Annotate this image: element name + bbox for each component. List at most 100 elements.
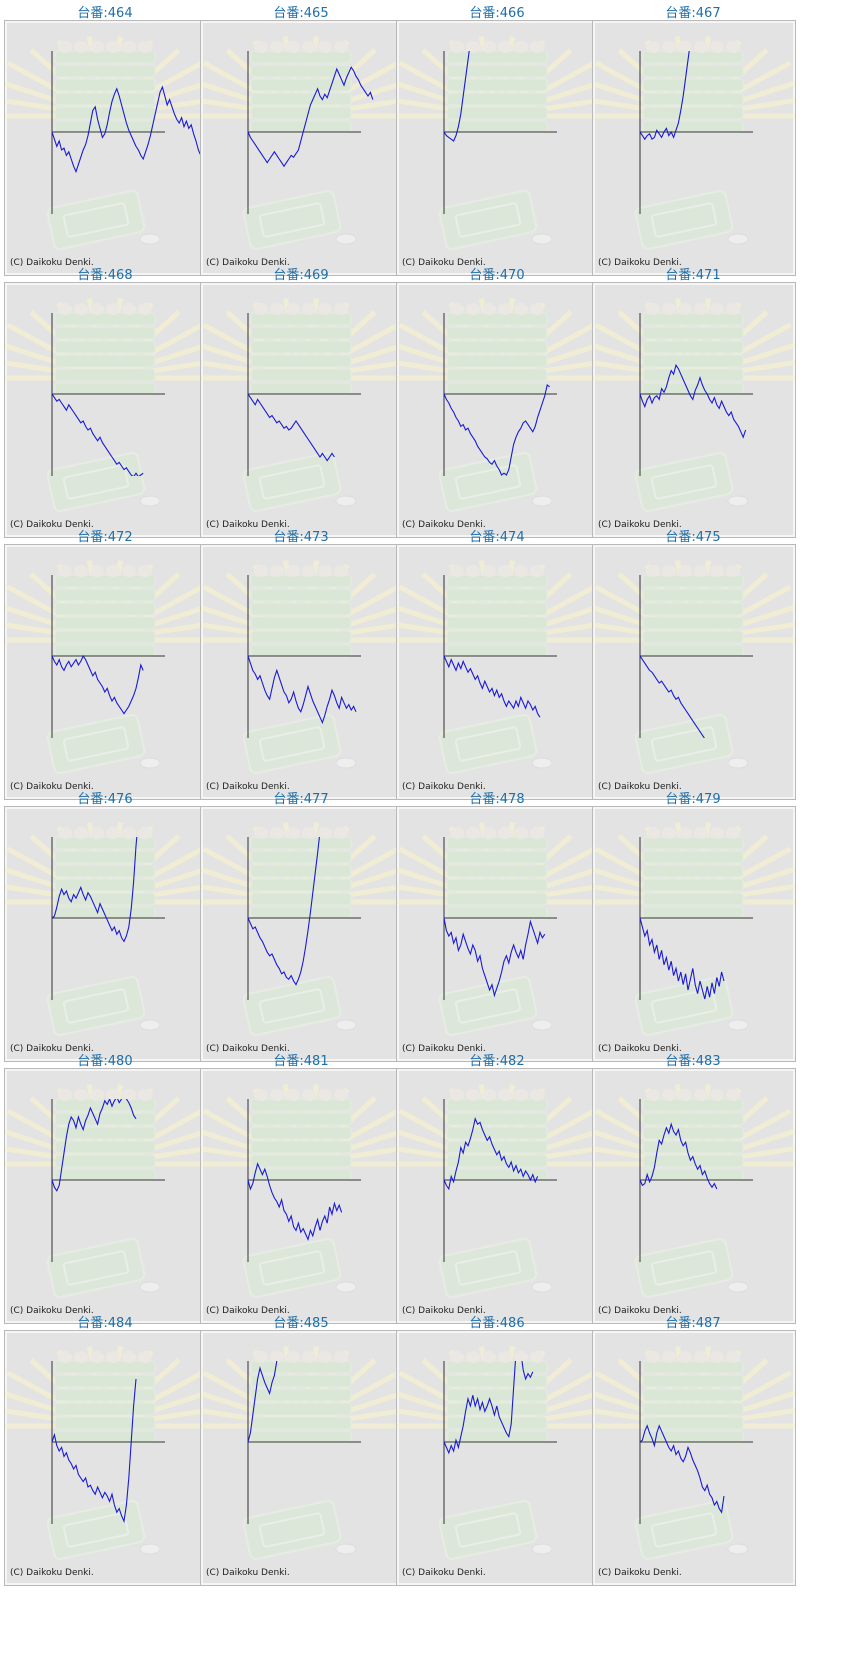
line-chart-svg	[397, 1084, 599, 1298]
machine-number-link[interactable]: 台番:484	[77, 1316, 133, 1331]
machine-number-link[interactable]: 台番:472	[77, 530, 133, 545]
machine-chart-21: 台番:485 (C) Daikoku Denki.	[196, 1310, 406, 1590]
graph-panel: (C) Daikoku Denki.	[396, 20, 600, 276]
series-line	[443, 917, 546, 998]
machine-number-link[interactable]: 台番:483	[665, 1054, 721, 1069]
graph-panel: (C) Daikoku Denki.	[4, 1330, 208, 1586]
machine-number-link[interactable]: 台番:465	[273, 6, 329, 21]
machine-chart-17: 台番:481 (C) Daikoku Denki.	[196, 1048, 406, 1328]
machine-chart-16: 台番:480 (C) Daikoku Denki.	[0, 1048, 210, 1328]
hall-background-illustration	[593, 36, 795, 250]
series-line	[247, 393, 335, 462]
machine-number-link[interactable]: 台番:485	[273, 1316, 329, 1331]
hall-background-illustration	[201, 1084, 403, 1298]
machine-number-link[interactable]: 台番:474	[469, 530, 525, 545]
machine-chart-5: 台番:469 (C) Daikoku Denki.	[196, 262, 406, 542]
series-line	[51, 1099, 137, 1192]
graph-panel: (C) Daikoku Denki.	[396, 544, 600, 800]
series-line	[639, 917, 725, 1000]
hall-background-illustration	[201, 822, 403, 1036]
graph-panel: (C) Daikoku Denki.	[200, 282, 404, 538]
machine-chart-8: 台番:472 (C) Daikoku Denki.	[0, 524, 210, 804]
machine-number-link[interactable]: 台番:477	[273, 792, 329, 807]
machine-number-link[interactable]: 台番:482	[469, 1054, 525, 1069]
machine-chart-1: 台番:465 (C) Daikoku Denki.	[196, 0, 406, 280]
hall-background-illustration	[593, 298, 795, 512]
line-chart-svg	[5, 560, 207, 774]
graph-panel: (C) Daikoku Denki.	[200, 1068, 404, 1324]
hall-background-illustration	[593, 560, 795, 774]
machine-number-link[interactable]: 台番:464	[77, 6, 133, 21]
hall-background-illustration	[593, 822, 795, 1036]
machine-number-link[interactable]: 台番:466	[469, 6, 525, 21]
machine-number-link[interactable]: 台番:467	[665, 6, 721, 21]
copyright-text: (C) Daikoku Denki.	[10, 1044, 94, 1054]
graph-panel: (C) Daikoku Denki.	[396, 806, 600, 1062]
series-line	[443, 655, 541, 718]
machine-chart-23: 台番:487 (C) Daikoku Denki.	[588, 1310, 798, 1590]
series-line	[51, 837, 138, 943]
graph-panel: (C) Daikoku Denki.	[200, 544, 404, 800]
hall-background-illustration	[201, 36, 403, 250]
copyright-text: (C) Daikoku Denki.	[598, 1044, 682, 1054]
graph-panel: (C) Daikoku Denki.	[396, 1068, 600, 1324]
line-chart-svg	[5, 36, 207, 250]
machine-number-link[interactable]: 台番:478	[469, 792, 525, 807]
hall-background-illustration	[5, 822, 207, 1036]
line-chart-svg	[201, 822, 403, 1036]
copyright-text: (C) Daikoku Denki.	[206, 1044, 290, 1054]
copyright-text: (C) Daikoku Denki.	[206, 1306, 290, 1316]
copyright-text: (C) Daikoku Denki.	[598, 258, 682, 268]
graph-panel: (C) Daikoku Denki.	[4, 1068, 208, 1324]
line-chart-svg	[593, 560, 795, 774]
machine-number-link[interactable]: 台番:480	[77, 1054, 133, 1069]
series-line	[51, 1378, 137, 1524]
hall-background-illustration	[397, 298, 599, 512]
machine-number-link[interactable]: 台番:470	[469, 268, 525, 283]
machine-number-link[interactable]: 台番:486	[469, 1316, 525, 1331]
copyright-text: (C) Daikoku Denki.	[402, 520, 486, 530]
machine-number-link[interactable]: 台番:481	[273, 1054, 329, 1069]
graph-panel: (C) Daikoku Denki.	[200, 806, 404, 1062]
copyright-text: (C) Daikoku Denki.	[598, 1568, 682, 1578]
copyright-text: (C) Daikoku Denki.	[402, 782, 486, 792]
machine-number-link[interactable]: 台番:471	[665, 268, 721, 283]
machine-chart-15: 台番:479 (C) Daikoku Denki.	[588, 786, 798, 1066]
line-chart-svg	[201, 298, 403, 512]
machine-number-link[interactable]: 台番:469	[273, 268, 329, 283]
series-line	[247, 1162, 343, 1242]
copyright-text: (C) Daikoku Denki.	[402, 1568, 486, 1578]
line-chart-svg	[5, 298, 207, 512]
machine-chart-12: 台番:476 (C) Daikoku Denki.	[0, 786, 210, 1066]
series-line	[443, 1361, 534, 1455]
line-chart-svg	[201, 1346, 403, 1560]
machine-chart-22: 台番:486 (C) Daikoku Denki.	[392, 1310, 602, 1590]
machine-number-link[interactable]: 台番:473	[273, 530, 329, 545]
line-chart-svg	[5, 1084, 207, 1298]
line-chart-svg	[397, 298, 599, 512]
hall-background-illustration	[593, 1084, 795, 1298]
series-line	[51, 654, 144, 715]
series-line	[639, 1424, 725, 1514]
copyright-text: (C) Daikoku Denki.	[598, 782, 682, 792]
copyright-text: (C) Daikoku Denki.	[598, 1306, 682, 1316]
series-line	[639, 363, 747, 439]
hall-background-illustration	[593, 1346, 795, 1560]
graph-panel: (C) Daikoku Denki.	[4, 544, 208, 800]
hall-background-illustration	[397, 1346, 599, 1560]
machine-number-link[interactable]: 台番:479	[665, 792, 721, 807]
line-chart-svg	[593, 1084, 795, 1298]
line-chart-svg	[5, 822, 207, 1036]
graph-panel: (C) Daikoku Denki.	[592, 1068, 796, 1324]
line-chart-svg	[397, 560, 599, 774]
machine-number-link[interactable]: 台番:476	[77, 792, 133, 807]
machine-number-link[interactable]: 台番:487	[665, 1316, 721, 1331]
line-chart-svg	[397, 36, 599, 250]
machine-chart-18: 台番:482 (C) Daikoku Denki.	[392, 1048, 602, 1328]
line-chart-svg	[593, 36, 795, 250]
machine-number-link[interactable]: 台番:468	[77, 268, 133, 283]
series-line	[443, 51, 470, 142]
machine-number-link[interactable]: 台番:475	[665, 530, 721, 545]
series-line	[247, 655, 357, 725]
